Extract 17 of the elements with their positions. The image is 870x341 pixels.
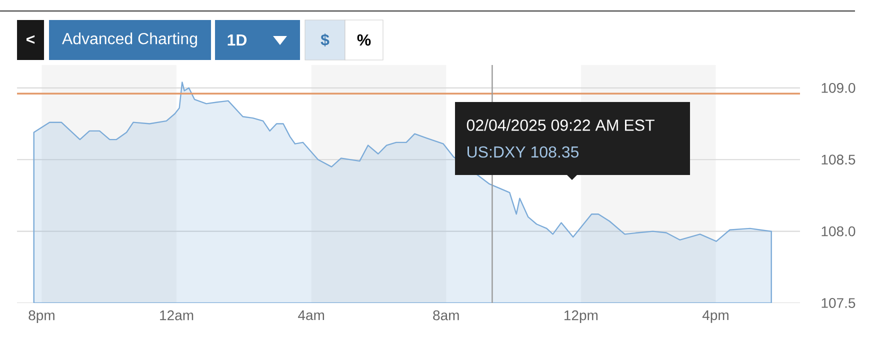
x-tick-label: 8am [433,310,459,320]
x-tick-label: 12pm [564,310,598,324]
text: % [357,34,371,46]
text: $ [320,33,330,47]
x-tick-label: 12am [160,310,194,320]
x-tick-label: 4am [298,310,324,320]
y-tick-label: 108.0 [822,226,856,236]
y-tick-label: 109.0 [822,82,856,93]
x-tick-label: 8pm [28,310,54,324]
annotation: US:DXY 108.35 [468,146,579,158]
y-tick-label: 108.5 [822,154,856,165]
x-tick-label: 4pm [702,310,728,323]
text: < [26,35,35,44]
annotation: 02/04/2025 09:22 AM EST [466,119,654,131]
text: 1D [228,34,247,46]
y-tick-label: 107.5 [822,298,856,308]
text: Advanced Charting [62,32,197,48]
